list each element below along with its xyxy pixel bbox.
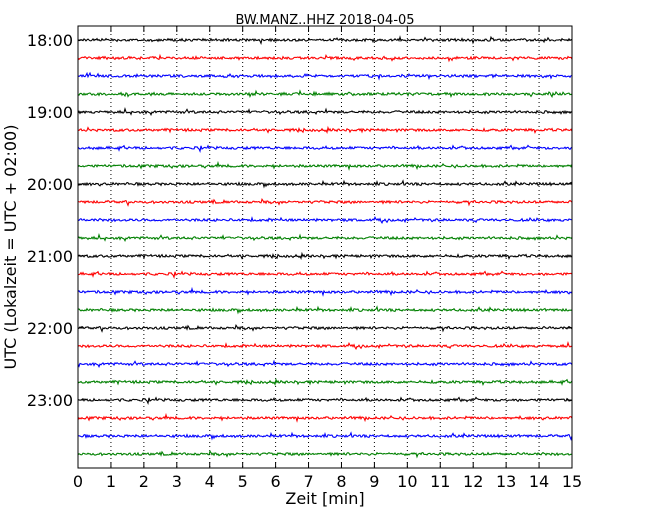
y-tick-label-21:00: 21:00 xyxy=(27,247,73,266)
x-tick-label-6: 6 xyxy=(271,472,281,491)
trace-2045 xyxy=(77,233,573,242)
grid-lines xyxy=(110,26,540,468)
trace-1900 xyxy=(77,107,573,116)
x-axis-label: Zeit [min] xyxy=(285,489,364,508)
trace-1830 xyxy=(77,71,573,81)
y-axis-label: UTC (Lokalzeit = UTC + 02:00) xyxy=(1,125,20,370)
trace-2230 xyxy=(77,359,573,368)
trace-2245 xyxy=(77,377,573,387)
trace-1930 xyxy=(77,144,573,153)
trace-1945 xyxy=(77,160,573,171)
y-tick-label-18:00: 18:00 xyxy=(27,31,73,50)
x-tick-label-9: 9 xyxy=(369,472,379,491)
y-tick-label-23:00: 23:00 xyxy=(27,391,73,410)
trace-2200 xyxy=(77,324,573,333)
trace-1815 xyxy=(77,53,573,63)
trace-2100 xyxy=(77,251,573,261)
trace-2345 xyxy=(77,450,573,459)
trace-1915 xyxy=(77,125,573,135)
y-axis-ticks: 18:00 19:00 20:00 21:00 22:00 23:00 xyxy=(27,31,572,410)
trace-2145 xyxy=(77,305,573,315)
x-axis-ticks: 0 1 2 3 4 5 6 7 8 9 10 11 12 13 14 15 xyxy=(73,26,582,491)
trace-2315 xyxy=(77,412,573,423)
x-tick-label-10: 10 xyxy=(397,472,417,491)
x-tick-label-13: 13 xyxy=(496,472,516,491)
x-tick-label-0: 0 xyxy=(73,472,83,491)
x-tick-label-2: 2 xyxy=(139,472,149,491)
y-tick-label-22:00: 22:00 xyxy=(27,319,73,338)
trace-2015 xyxy=(77,198,573,207)
trace-2000 xyxy=(77,179,573,189)
trace-2130 xyxy=(77,286,573,297)
trace-2215 xyxy=(77,341,573,350)
trace-2115 xyxy=(77,270,573,279)
x-tick-label-15: 15 xyxy=(562,472,582,491)
trace-2300 xyxy=(77,396,573,405)
x-tick-label-4: 4 xyxy=(205,472,215,491)
x-tick-label-3: 3 xyxy=(172,472,182,491)
chart-title: BW.MANZ..HHZ 2018-04-05 xyxy=(235,13,414,28)
x-tick-label-5: 5 xyxy=(238,472,248,491)
x-tick-label-12: 12 xyxy=(463,472,483,491)
x-tick-label-7: 7 xyxy=(303,472,313,491)
y-tick-label-20:00: 20:00 xyxy=(27,175,73,194)
trace-2030 xyxy=(77,216,573,224)
x-tick-label-1: 1 xyxy=(106,472,116,491)
y-tick-label-19:00: 19:00 xyxy=(27,103,73,122)
trace-1800 xyxy=(77,35,573,45)
x-tick-label-14: 14 xyxy=(529,472,549,491)
plot-frame xyxy=(77,25,573,469)
seismic-traces xyxy=(77,35,573,459)
x-tick-label-11: 11 xyxy=(430,472,450,491)
x-tick-label-8: 8 xyxy=(336,472,346,491)
trace-1845 xyxy=(77,89,573,99)
trace-2330 xyxy=(77,431,573,441)
